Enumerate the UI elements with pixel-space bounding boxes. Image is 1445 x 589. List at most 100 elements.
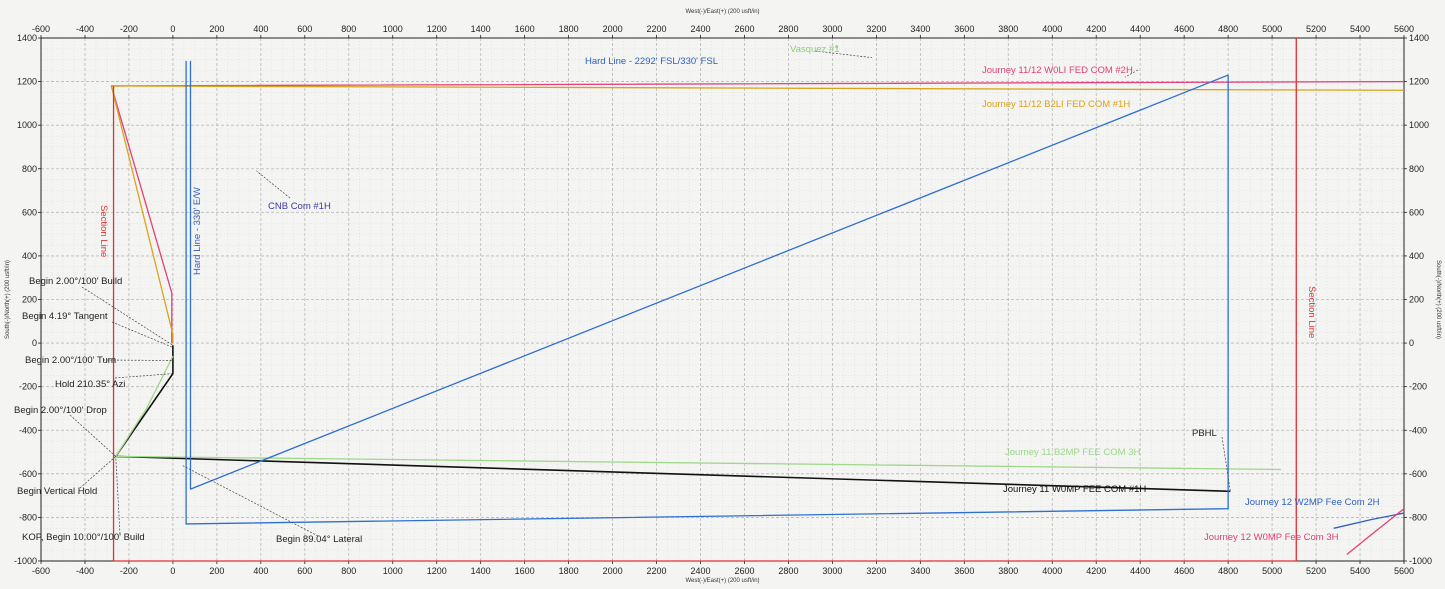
x-tick-label-bottom: 2600 (734, 566, 754, 576)
x-tick-label-top: 4800 (1218, 24, 1238, 34)
x-tick-label-bottom: 4400 (1130, 566, 1150, 576)
x-tick-label-top: 3000 (822, 24, 842, 34)
x-tick-label-top: -200 (120, 24, 138, 34)
annotation-leaders (69, 50, 1231, 537)
annotation-begin-vertical-hold: Begin Vertical Hold (17, 486, 97, 497)
annotation-leader-line (181, 464, 319, 537)
y-tick-label-left: 1000 (17, 120, 37, 130)
annotation-begin-lateral: Begin 89.04° Lateral (276, 534, 362, 545)
x-tick-label-bottom: 800 (341, 566, 356, 576)
y-tick-label-left: 600 (22, 207, 37, 217)
annotation-hold-azi: Hold 210.35° Azi (55, 379, 125, 390)
y-tick-label-left: -200 (19, 382, 37, 392)
x-tick-label-top: 2000 (603, 24, 623, 34)
x-tick-label-top: 600 (297, 24, 312, 34)
x-tick-label-top: 5200 (1306, 24, 1326, 34)
annotation-leader-line (102, 359, 173, 361)
label-b2mp-fee-com-3h: Journey 11 B2MP FEE COM 3H (1005, 447, 1140, 458)
series-journey-12-w0mp-fee-com-3h (1346, 508, 1405, 555)
x-tick-label-bottom: 3600 (954, 566, 974, 576)
x-tick-label-bottom: 5200 (1306, 566, 1326, 576)
annotation-begin-drop: Begin 2.00°/100' Drop (14, 405, 107, 416)
y-tick-label-right: -200 (1409, 382, 1427, 392)
x-tick-label-bottom: 4000 (1042, 566, 1062, 576)
y-tick-label-left: 1400 (17, 33, 37, 43)
x-tick-label-bottom: 200 (209, 566, 224, 576)
x-tick-label-bottom: 5600 (1394, 566, 1414, 576)
annotation-leader-line (111, 321, 174, 348)
x-tick-label-top: 1200 (427, 24, 447, 34)
y-tick-label-left: 200 (22, 295, 37, 305)
x-tick-label-bottom: -200 (120, 566, 138, 576)
series-journey-12-w2mp-fee-com-2h (1333, 512, 1405, 529)
y-tick-label-right: 0 (1409, 338, 1414, 348)
annotation-leader-line (256, 170, 291, 199)
series-vasquez-1-point (835, 45, 839, 49)
series-journey-11-12-b2li-fed-com-1h (110, 85, 1405, 344)
x-tick-label-bottom: 3000 (822, 566, 842, 576)
label-j12-w2mp-fee-com-2h: Journey 12 W2MP Fee Com 2H (1245, 497, 1380, 508)
x-tick-label-bottom: 600 (297, 566, 312, 576)
x-tick-label-bottom: 3800 (998, 566, 1018, 576)
x-tick-label-top: 800 (341, 24, 356, 34)
label-hard-line-vertical: Hard Line - 330' E/W (192, 187, 203, 275)
x-tick-label-bottom: 0 (170, 566, 175, 576)
label-w0mp-fee-com-1h: Journey 11 W0MP FEE COM #1H (1003, 484, 1146, 495)
y-tick-label-right: -1000 (1409, 556, 1432, 566)
y-tick-label-right: 1200 (1409, 77, 1429, 87)
series-section-line (112, 38, 1297, 562)
annotation-begin-turn: Begin 2.00°/100' Turn (25, 355, 116, 366)
x-tick-label-top: 2400 (691, 24, 711, 34)
x-tick-label-bottom: 2800 (778, 566, 798, 576)
x-tick-label-top: 3800 (998, 24, 1018, 34)
series-journey-11-b2mp-fee-com-3h (115, 355, 1281, 471)
x-tick-label-bottom: 2400 (691, 566, 711, 576)
y-tick-label-left: 800 (22, 164, 37, 174)
label-vasquez: Vasquez #1 (790, 44, 839, 55)
x-tick-label-bottom: 1200 (427, 566, 447, 576)
x-tick-label-top: 1600 (515, 24, 535, 34)
x-tick-label-top: -400 (76, 24, 94, 34)
x-tick-label-top: 2200 (647, 24, 667, 34)
annotation-leader-line (114, 373, 173, 379)
x-tick-label-top: 200 (209, 24, 224, 34)
annotation-begin-tangent: Begin 4.19° Tangent (22, 311, 108, 322)
x-tick-label-top: 5400 (1350, 24, 1370, 34)
annotation-kop: KOP, Begin 10.00°/100' Build (22, 532, 145, 543)
label-pbhl: PBHL (1192, 428, 1217, 439)
x-tick-label-top: 4200 (1086, 24, 1106, 34)
x-tick-label-bottom: -600 (32, 566, 50, 576)
x-tick-label-top: 1000 (383, 24, 403, 34)
x-axis-title-bottom: West(-)/East(+) (200 usft/in) (685, 578, 759, 584)
x-axis-title-top: West(-)/East(+) (200 usft/in) (685, 9, 759, 15)
x-tick-label-top: 5600 (1394, 24, 1414, 34)
x-tick-label-bottom: 1000 (383, 566, 403, 576)
series-hard-line-2292-fsl-330-fsl (185, 60, 1229, 525)
y-axis-title-right: South(-)/North(+) (200 usft/in) (1435, 260, 1441, 339)
x-tick-label-top: 4400 (1130, 24, 1150, 34)
label-cnb-com-1h: CNB Com #1H (268, 201, 331, 212)
x-tick-label-bottom: 3400 (910, 566, 930, 576)
x-tick-label-top: 4000 (1042, 24, 1062, 34)
y-tick-label-right: 1000 (1409, 120, 1429, 130)
label-j12-w0mp-fee-com-3h: Journey 12 W0MP Fee Com 3H (1204, 532, 1339, 543)
x-tick-label-bottom: 400 (253, 566, 268, 576)
axis-ticks: -600 -600 -400 -400 -200 -200 0 0 200 200 400 400 60… (14, 24, 1432, 576)
annotation-begin-build: Begin 2.00°/100' Build (29, 276, 122, 287)
x-tick-label-top: 5000 (1262, 24, 1282, 34)
x-tick-label-bottom: 1800 (559, 566, 579, 576)
annotation-leader-line (1221, 436, 1231, 492)
x-tick-label-bottom: 4600 (1174, 566, 1194, 576)
series-lines (110, 38, 1405, 562)
y-tick-label-left: 0 (32, 338, 37, 348)
x-tick-label-top: 3400 (910, 24, 930, 34)
x-tick-label-bottom: 2000 (603, 566, 623, 576)
y-tick-label-right: 200 (1409, 295, 1424, 305)
x-tick-label-bottom: 4200 (1086, 566, 1106, 576)
x-tick-label-top: 1400 (471, 24, 491, 34)
x-tick-label-top: 3200 (866, 24, 886, 34)
x-tick-label-bottom: 3200 (866, 566, 886, 576)
x-tick-label-top: 4600 (1174, 24, 1194, 34)
label-hard-line-horizontal: Hard Line - 2292' FSL/330' FSL (585, 56, 718, 67)
